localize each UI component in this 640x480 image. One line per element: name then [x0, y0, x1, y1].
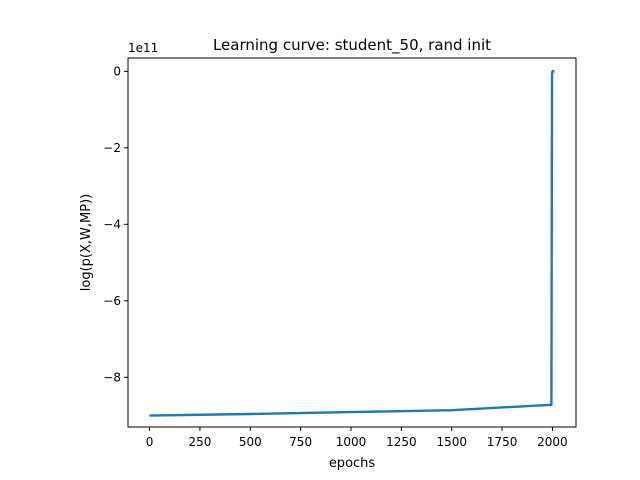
x-tick-label: 2000 [537, 435, 568, 449]
series-line [149, 70, 555, 417]
x-tick-label: 250 [188, 435, 211, 449]
axes [127, 57, 577, 428]
y-tick-label: −8 [103, 370, 121, 384]
y-tick-label: −6 [103, 294, 121, 308]
y-axis-label: log(p(X,W,MP)) [79, 194, 94, 291]
y-tick-label: −4 [103, 217, 121, 231]
y-axis-ticks: −8 −6 −4 −2 0 [103, 64, 128, 384]
x-tick-label: 1500 [436, 435, 467, 449]
x-tick-label: 500 [239, 435, 262, 449]
y-tick-label: −2 [103, 141, 121, 155]
x-axis-ticks: 0 250 500 750 1000 1250 1500 1750 2000 [146, 427, 568, 449]
x-tick-label: 0 [146, 435, 154, 449]
y-tick-label: 0 [113, 64, 121, 78]
x-tick-label: 1250 [386, 435, 417, 449]
x-tick-label: 1000 [336, 435, 367, 449]
y-axis-offset-label: 1e11 [128, 41, 158, 55]
plot-area [149, 70, 555, 417]
x-axis-label: epochs [329, 456, 376, 471]
plot-frame [127, 57, 577, 428]
chart-title: Learning curve: student_50, rand init [213, 36, 491, 55]
x-tick-label: 1750 [487, 435, 518, 449]
x-tick-label: 750 [289, 435, 312, 449]
